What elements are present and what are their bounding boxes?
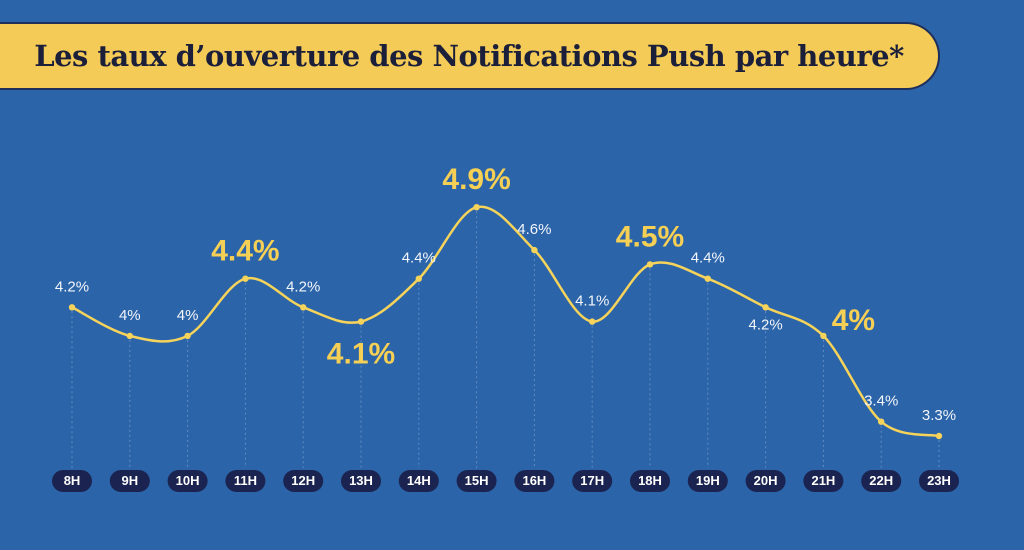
value-label-8h: 4.2% (55, 278, 89, 295)
tick-label-14h: 14H (407, 473, 431, 488)
tick-label-19h: 19H (696, 473, 720, 488)
data-point-21h (820, 332, 827, 340)
tick-label-13h: 13H (349, 473, 373, 488)
hour-pill-20h: 20H (745, 470, 786, 492)
series-line (70, 205, 941, 438)
hour-pill-19h: 19H (687, 470, 728, 492)
hour-pill-18h: 18H (630, 470, 670, 492)
tick-label-18h: 18H (638, 473, 662, 488)
tick-label-12h: 12H (291, 473, 315, 488)
value-label-19h: 4.4% (691, 250, 725, 267)
value-label-13h: 4.1% (327, 338, 395, 371)
hour-pill-17h: 17H (572, 470, 613, 492)
hour-pill-bg (398, 470, 439, 492)
value-label-20h: 4.2% (748, 316, 782, 333)
hour-pill-bg (52, 470, 92, 492)
value-label-14h: 4.4% (402, 250, 436, 267)
tick-label-10h: 10H (176, 473, 200, 488)
value-label-21h: 4% (832, 304, 875, 337)
hour-pill-bg (687, 470, 728, 492)
value-label-22h: 3.4% (864, 393, 898, 410)
data-point-8h (68, 304, 76, 311)
hour-pill-bg (630, 470, 670, 492)
data-point-11h (242, 275, 249, 282)
tick-label-8h: 8H (64, 473, 81, 488)
hour-pill-bg (341, 470, 381, 492)
hour-pill-21h: 21H (803, 470, 844, 492)
title-band: Les taux d’ouverture des Notifications P… (0, 24, 938, 88)
hour-pill-bg (167, 470, 208, 492)
hour-pill-bg (745, 470, 786, 492)
value-label-12h: 4.2% (286, 278, 320, 295)
hour-pill-9h: 9H (109, 470, 150, 492)
value-label-16h: 4.6% (517, 221, 551, 238)
value-label-15h: 4.9% (442, 163, 510, 196)
tick-label-16h: 16H (522, 473, 546, 488)
hour-pill-15h: 15H (456, 470, 497, 492)
hour-pill-10h: 10H (167, 470, 208, 492)
chart-title: Les taux d’ouverture des Notifications P… (34, 39, 904, 73)
data-point-18h (646, 261, 654, 268)
hour-pill-bg (456, 470, 497, 492)
hour-pill-12h: 12H (283, 470, 324, 492)
hour-pill-8h: 8H (52, 470, 92, 492)
data-point-17h (589, 318, 596, 325)
data-point-19h (704, 275, 711, 282)
data-point-14h (415, 275, 422, 282)
value-label-10h: 4% (177, 307, 199, 324)
data-point-9h (126, 332, 133, 340)
data-point-10h (184, 332, 191, 340)
hour-pill-11h: 11H (225, 470, 266, 492)
hour-pill-bg (572, 470, 613, 492)
hour-pill-bg (225, 470, 266, 492)
value-label-17h: 4.1% (575, 293, 609, 310)
data-point-13h (357, 318, 365, 325)
value-label-23h: 3.3% (922, 407, 956, 424)
tick-label-9h: 9H (121, 473, 138, 488)
hour-pill-22h: 22H (861, 470, 902, 492)
hour-pill-13h: 13H (341, 470, 381, 492)
hour-pill-bg (919, 470, 959, 492)
value-label-18h: 4.5% (616, 220, 684, 253)
tick-label-11h: 11H (234, 473, 257, 488)
tick-label-20h: 20H (754, 473, 778, 488)
hour-pill-23h: 23H (919, 470, 959, 492)
hour-pill-bg (861, 470, 902, 492)
hour-pill-bg (283, 470, 324, 492)
hour-pill-bg (514, 470, 555, 492)
tick-label-23h: 23H (927, 473, 951, 488)
data-point-23h (935, 432, 943, 440)
hour-pill-bg (109, 470, 150, 492)
tick-label-22h: 22H (869, 473, 893, 488)
value-label-11h: 4.4% (211, 235, 279, 268)
guide-lines (71, 211, 940, 468)
tick-label-21h: 21H (811, 473, 835, 488)
data-point-15h (473, 204, 480, 211)
data-point-20h (762, 304, 769, 311)
tick-label-15h: 15H (465, 473, 489, 488)
value-label-9h: 4% (119, 307, 141, 324)
hour-pill-bg (803, 470, 844, 492)
tick-label-17h: 17H (580, 473, 604, 488)
hour-pill-14h: 14H (398, 470, 439, 492)
data-point-12h (300, 304, 307, 311)
data-point-22h (878, 418, 885, 425)
data-point-16h (531, 246, 538, 254)
hour-pill-16h: 16H (514, 470, 555, 492)
